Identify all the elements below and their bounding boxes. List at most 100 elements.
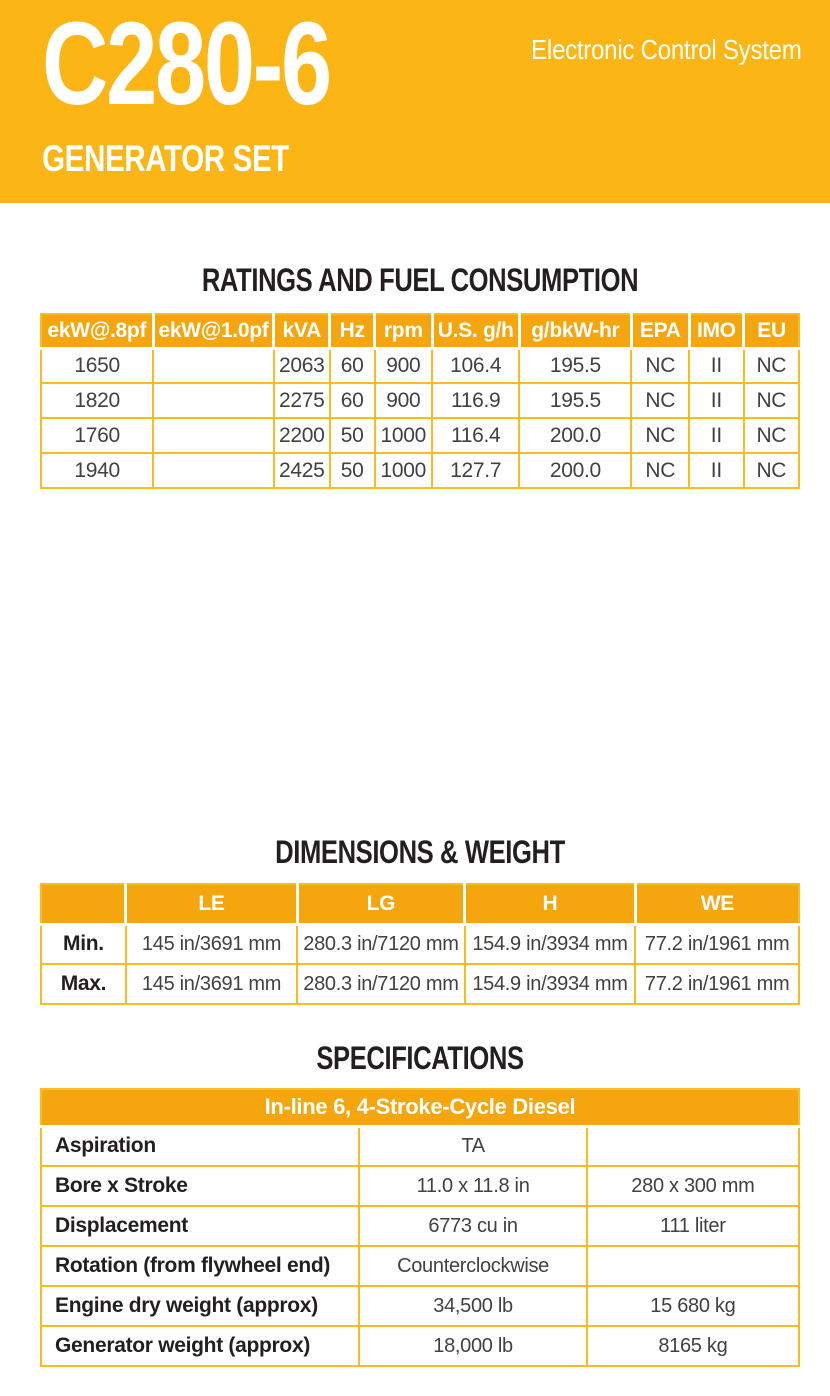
spec-value-metric: 15 680 kg <box>585 1285 801 1327</box>
table-row: Aspiration TA <box>39 1125 801 1167</box>
spec-value-imperial: TA <box>358 1125 588 1167</box>
cell: 1650 <box>39 347 155 384</box>
cell: NC <box>742 417 801 454</box>
cell: 145 in/3691 mm <box>124 963 299 1005</box>
table-row: 1940 2425 50 1000 127.7 200.0 NC II NC <box>39 452 801 489</box>
dimensions-section: DIMENSIONS & WEIGHT LE LG H WE Min. 145 … <box>0 836 830 1005</box>
table-row: 1650 2063 60 900 106.4 195.5 NC II NC <box>39 347 801 384</box>
column-header-le: LE <box>124 884 298 926</box>
column-header-kva: kVA <box>272 314 330 350</box>
product-type-label: GENERATOR SET <box>42 138 289 179</box>
spec-value-metric <box>585 1125 801 1167</box>
cell: 1000 <box>373 417 434 454</box>
row-label-max: Max. <box>40 963 127 1005</box>
cell: NC <box>742 347 801 384</box>
specifications-section: SPECIFICATIONS In-line 6, 4-Stroke-Cycle… <box>0 1042 830 1367</box>
cell: 1760 <box>39 417 155 454</box>
cell: 900 <box>373 382 434 419</box>
row-label-min: Min. <box>40 923 127 965</box>
cell: 280.3 in/7120 mm <box>296 963 466 1005</box>
spec-value-imperial: Counterclockwise <box>358 1245 588 1287</box>
cell: NC <box>630 452 691 489</box>
cell: 77.2 in/1961 mm <box>634 923 800 965</box>
cell: 280.3 in/7120 mm <box>296 923 466 965</box>
table-row: Max. 145 in/3691 mm 280.3 in/7120 mm 154… <box>40 963 800 1005</box>
specifications-table: In-line 6, 4-Stroke-Cycle Diesel Aspirat… <box>39 1088 801 1367</box>
cell: 50 <box>328 417 376 454</box>
cell: 116.9 <box>431 382 521 419</box>
spec-value-imperial: 6773 cu in <box>358 1205 588 1247</box>
ratings-table: ekW@.8pf ekW@1.0pf kVA Hz rpm U.S. g/h g… <box>39 313 801 489</box>
table-row: 1760 2200 50 1000 116.4 200.0 NC II NC <box>39 417 801 454</box>
spec-value-metric <box>585 1245 801 1287</box>
cell: II <box>688 347 745 384</box>
cell: 106.4 <box>431 347 521 384</box>
column-header-rpm: rpm <box>373 314 433 350</box>
cell: 154.9 in/3934 mm <box>463 923 637 965</box>
cell: 900 <box>373 347 434 384</box>
spec-label: Engine dry weight (approx) <box>39 1285 361 1327</box>
spec-value-metric: 280 x 300 mm <box>585 1165 801 1207</box>
cell: 200.0 <box>518 417 633 454</box>
table-row: Generator weight (approx) 18,000 lb 8165… <box>39 1325 801 1367</box>
engine-type-header: In-line 6, 4-Stroke-Cycle Diesel <box>41 1089 799 1128</box>
cell: II <box>688 382 745 419</box>
cell: 2275 <box>272 382 331 419</box>
table-row: Displacement 6773 cu in 111 liter <box>39 1205 801 1247</box>
cell: 60 <box>328 347 376 384</box>
dimensions-header-row: LE LG H WE <box>41 884 799 926</box>
page-title: C280-6 <box>42 0 332 130</box>
table-row: Min. 145 in/3691 mm 280.3 in/7120 mm 154… <box>40 923 800 965</box>
ratings-section: RATINGS AND FUEL CONSUMPTION ekW@.8pf ek… <box>0 264 830 489</box>
spec-label: Bore x Stroke <box>39 1165 361 1207</box>
cell: 1000 <box>373 452 434 489</box>
column-header-h: H <box>463 884 636 926</box>
ratings-header-row: ekW@.8pf ekW@1.0pf kVA Hz rpm U.S. g/h g… <box>41 314 799 350</box>
cell: NC <box>630 417 691 454</box>
table-row: Engine dry weight (approx) 34,500 lb 15 … <box>39 1285 801 1327</box>
spec-label: Aspiration <box>39 1125 361 1167</box>
spec-label: Generator weight (approx) <box>39 1325 361 1367</box>
dimensions-table: LE LG H WE Min. 145 in/3691 mm 280.3 in/… <box>40 883 800 1005</box>
cell: 1820 <box>39 382 155 419</box>
cell: II <box>688 452 745 489</box>
header-subtitle: Electronic Control System <box>531 34 802 65</box>
cell: 127.7 <box>431 452 521 489</box>
column-header-us-gh: U.S. g/h <box>430 314 520 350</box>
cell <box>152 347 275 384</box>
column-header-blank <box>41 884 126 926</box>
cell: 154.9 in/3934 mm <box>463 963 637 1005</box>
cell: 200.0 <box>518 452 633 489</box>
spec-value-imperial: 11.0 x 11.8 in <box>358 1165 588 1207</box>
spec-value-imperial: 18,000 lb <box>358 1325 588 1367</box>
specifications-section-title: SPECIFICATIONS <box>316 1040 524 1076</box>
spec-value-metric: 111 liter <box>585 1205 801 1247</box>
cell: 77.2 in/1961 mm <box>634 963 800 1005</box>
cell: NC <box>742 382 801 419</box>
column-header-ekw-8pf: ekW@.8pf <box>41 314 154 350</box>
column-header-hz: Hz <box>328 314 375 350</box>
cell: 50 <box>328 452 376 489</box>
spec-label: Rotation (from flywheel end) <box>39 1245 361 1287</box>
cell: NC <box>630 382 691 419</box>
cell <box>152 452 275 489</box>
cell <box>152 417 275 454</box>
cell: NC <box>630 347 691 384</box>
specifications-header-row: In-line 6, 4-Stroke-Cycle Diesel <box>41 1089 799 1128</box>
spec-value-metric: 8165 kg <box>585 1325 801 1367</box>
cell: 116.4 <box>431 417 521 454</box>
cell: II <box>688 417 745 454</box>
dimensions-section-title: DIMENSIONS & WEIGHT <box>275 834 565 870</box>
cell: 60 <box>328 382 376 419</box>
table-row: 1820 2275 60 900 116.9 195.5 NC II NC <box>39 382 801 419</box>
column-header-lg: LG <box>295 884 465 926</box>
table-row: Bore x Stroke 11.0 x 11.8 in 280 x 300 m… <box>39 1165 801 1207</box>
table-row: Rotation (from flywheel end) Countercloc… <box>39 1245 801 1287</box>
column-header-eu: EU <box>742 314 799 350</box>
spec-value-imperial: 34,500 lb <box>358 1285 588 1327</box>
cell <box>152 382 275 419</box>
column-header-gbkw-hr: g/bkW-hr <box>517 314 632 350</box>
column-header-we: WE <box>633 884 799 926</box>
cell: NC <box>742 452 801 489</box>
